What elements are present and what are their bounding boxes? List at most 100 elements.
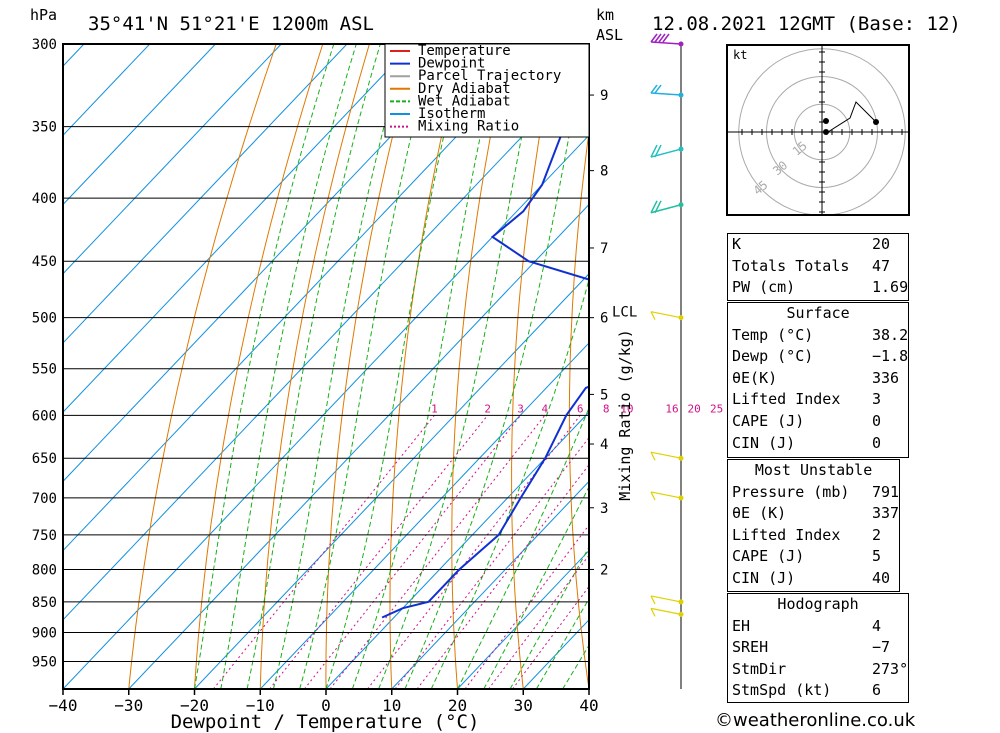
pressure-tick-label: 700 — [32, 491, 57, 507]
profile-series — [381, 68, 589, 619]
most-unstable-value: 40 — [872, 568, 891, 587]
hodograph-point — [823, 118, 829, 124]
mixing-ratio-tick-label: 25 — [710, 402, 723, 415]
most-unstable-row: Pressure (mb) 791 — [728, 482, 899, 504]
x-tick-label: −30 — [114, 696, 143, 715]
surface-key: θE(K) — [732, 368, 778, 387]
surface-title: Surface — [786, 304, 850, 322]
surface-value: 3 — [872, 390, 882, 409]
km-label: km — [596, 6, 614, 24]
isotherm-line — [194, 273, 589, 689]
hodograph-stat-key: StmSpd (kt) — [732, 681, 832, 700]
wind-barb — [650, 200, 684, 214]
wet-adiabat-line — [457, 406, 589, 689]
mixing-ratio-line — [464, 524, 589, 689]
dry-adiabat-line — [568, 128, 589, 689]
pressure-tick-label: 800 — [32, 562, 57, 578]
surface-value: 38.2 — [872, 325, 909, 344]
location-title: 35°41'N 51°21'E 1200m ASL — [88, 13, 374, 35]
surface-value: 0 — [872, 411, 882, 430]
most-unstable-key: Lifted Index — [732, 525, 841, 544]
legend-label: Mixing Ratio — [418, 119, 519, 135]
pressure-tick-label: 850 — [32, 595, 57, 611]
hodograph-point — [823, 129, 829, 135]
hodograph-stat-key: EH — [732, 616, 751, 635]
isotherm-line — [457, 549, 589, 689]
wet-adiabat-line — [246, 44, 381, 689]
wind-barb — [650, 84, 684, 98]
pressure-tick-label: 350 — [32, 120, 57, 136]
hodograph-stat-value: −7 — [872, 638, 891, 657]
isotherm-line — [63, 44, 348, 344]
isotherm-line — [63, 44, 216, 206]
dry-adiabat-line — [259, 44, 370, 689]
wet-adiabat-line — [325, 44, 466, 689]
mixing-ratio-line — [488, 554, 589, 689]
km-tick-label: 2 — [600, 562, 608, 578]
surface-key: Lifted Index — [732, 390, 841, 409]
asl-label: ASL — [596, 26, 623, 44]
isotherm-line — [63, 134, 589, 689]
isotherm-line — [63, 44, 151, 137]
surface-row: θE(K) 336 — [728, 368, 908, 390]
lcl-label: LCL — [612, 304, 637, 320]
surface-key: CIN (J) — [732, 433, 796, 452]
indices-table: K 20 Totals Totals 47 PW (cm) 1.69 — [727, 233, 910, 301]
hodograph-stat-value: 4 — [872, 616, 882, 635]
legend-label: Dewpoint — [418, 56, 485, 72]
most-unstable-row: CAPE (J) 5 — [728, 546, 899, 568]
pressure-tick-label: 650 — [32, 451, 57, 467]
index-value: 20 — [872, 235, 891, 253]
km-tick-label: 4 — [600, 437, 608, 453]
hodograph-stat-key: SREH — [732, 638, 769, 657]
isotherm-line — [325, 411, 589, 689]
most-unstable-value: 2 — [872, 525, 882, 544]
wind-barb — [650, 33, 684, 47]
wind-barb — [650, 491, 684, 501]
x-tick-label: −10 — [246, 696, 275, 715]
mixing-ratio-line — [304, 415, 521, 689]
surface-row: CAPE (J) 0 — [728, 411, 908, 433]
x-tick-label: −20 — [180, 696, 209, 715]
isotherm-line — [63, 44, 545, 552]
wet-adiabat-line — [535, 597, 589, 689]
x-axis-title: Dewpoint / Temperature (°C) — [171, 711, 480, 733]
km-tick-label: 9 — [600, 88, 608, 104]
isobars — [63, 43, 589, 663]
isotherm-line — [63, 44, 282, 275]
plot-frame — [62, 43, 590, 690]
wet-adiabat-line — [194, 44, 335, 689]
most-unstable-row: Lifted Index 2 — [728, 525, 899, 547]
mixing-ratio-line — [367, 415, 581, 689]
height-axis: 2 3 4 5 6 7 8 9 LCL — [589, 88, 637, 578]
hodograph-stat-value: 273° — [872, 659, 909, 678]
most-unstable-key: CIN (J) — [732, 568, 796, 587]
x-tick-label: 20 — [448, 696, 467, 715]
km-tick-label: 3 — [600, 501, 608, 517]
km-tick-label: 7 — [600, 241, 608, 257]
hodograph-stat-row: SREH −7 — [728, 637, 908, 659]
x-axis: −40 −30 −20 −10 0 10 20 30 40 — [49, 689, 599, 715]
hodograph-table: Hodograph EH 4 SREH −7 StmDir 273° StmSpd (kt)… — [727, 593, 910, 703]
hodograph-stat-value: 6 — [872, 681, 882, 700]
index-value: 1.69 — [872, 278, 909, 297]
dewpoint-line — [381, 68, 589, 619]
pressure-tick-label: 750 — [32, 528, 57, 544]
pressure-tick-label: 900 — [32, 626, 57, 642]
most-unstable-key: CAPE (J) — [732, 547, 805, 566]
pressure-unit-label: hPa — [30, 6, 57, 24]
wind-barbs — [650, 33, 684, 689]
pressure-tick-label: 950 — [32, 655, 57, 671]
pressure-tick-label: 450 — [32, 254, 57, 270]
mixing-ratio-tick-label: 8 — [603, 402, 610, 415]
x-tick-label: 0 — [321, 696, 331, 715]
isotherm-line — [63, 44, 414, 413]
mixing-ratio-tick-label: 6 — [577, 402, 584, 415]
wind-barb — [650, 144, 684, 158]
mixing-ratio-tick-label: 2 — [484, 402, 491, 415]
mixing-ratio-labels: 1 2 3 4 6 8 10 16 20 25 — [431, 402, 723, 415]
surface-row: Temp (°C) 38.2 — [728, 325, 908, 347]
